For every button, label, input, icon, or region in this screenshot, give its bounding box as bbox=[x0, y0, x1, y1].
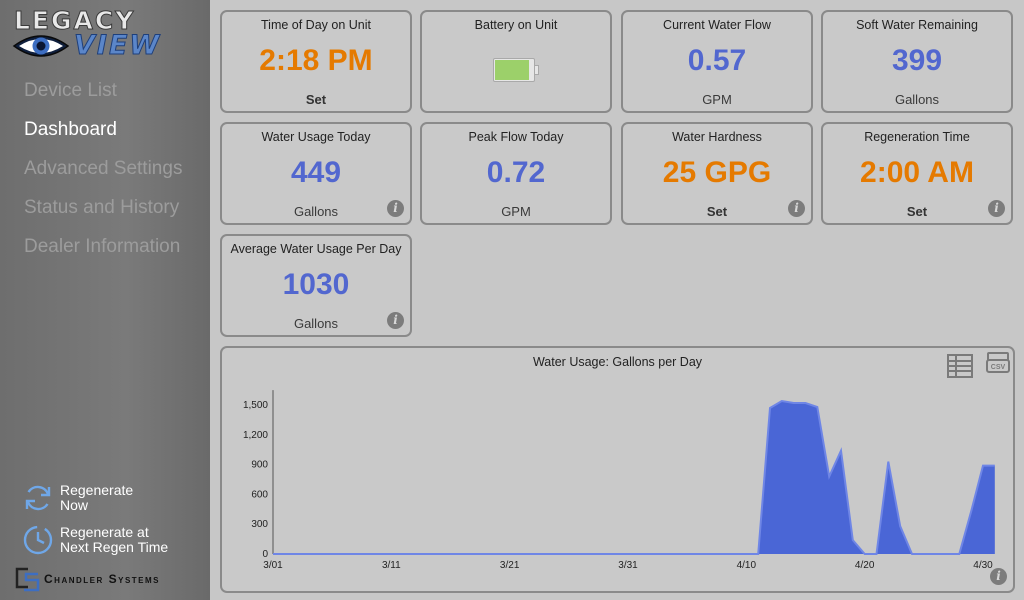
battery-tip bbox=[535, 65, 539, 75]
tile-value: 2:00 AM bbox=[860, 156, 974, 189]
tile-title: Time of Day on Unit bbox=[261, 18, 371, 32]
water-usage-chart-panel: Water Usage: Gallons per Day CSV 0 300 600… bbox=[220, 346, 1015, 593]
regenerate-now-label: Regenerate Now bbox=[60, 482, 134, 513]
tile-value: 399 bbox=[891, 44, 943, 77]
nav-item-status-history[interactable]: Status and History bbox=[24, 197, 180, 218]
tile-current-water-flow: Current Water Flow 0.57 GPM bbox=[621, 10, 813, 113]
tile-regeneration-time[interactable]: Regeneration Time 2:00 AM Set i bbox=[821, 122, 1013, 225]
y-tick-label: 0 bbox=[262, 549, 268, 560]
nav-item-dealer-information[interactable]: Dealer Information bbox=[24, 236, 181, 257]
info-icon[interactable]: i bbox=[788, 200, 805, 217]
x-tick-label: 4/10 bbox=[737, 560, 757, 571]
battery-level-fill bbox=[495, 60, 530, 80]
tile-title: Peak Flow Today bbox=[468, 130, 564, 144]
info-icon[interactable]: i bbox=[387, 312, 404, 329]
tile-time-of-day[interactable]: Time of Day on Unit 2:18 PM Set bbox=[220, 10, 412, 113]
tile-title: Soft Water Remaining bbox=[856, 18, 978, 32]
tile-average-water-usage: Average Water Usage Per Day 1030 Gallons… bbox=[220, 234, 412, 337]
tile-value: 1030 bbox=[282, 268, 350, 301]
clock-icon bbox=[23, 525, 53, 555]
regenerate-at-next-time-button[interactable]: Regenerate at Next Regen Time bbox=[22, 524, 168, 556]
legacy-view-logo: LEGACY VIEW bbox=[12, 6, 198, 62]
tile-title: Regeneration Time bbox=[864, 130, 970, 144]
tile-peak-flow-today: Peak Flow Today 0.72 GPM bbox=[420, 122, 612, 225]
sidebar: LEGACY VIEW Device List Dashboard Advanc… bbox=[0, 0, 210, 600]
main-nav: Device List Dashboard Advanced Settings … bbox=[24, 78, 182, 273]
tile-water-hardness[interactable]: Water Hardness 25 GPG Set i bbox=[621, 122, 813, 225]
usage-area-series bbox=[273, 401, 995, 554]
y-tick-label: 1,500 bbox=[243, 400, 268, 411]
info-icon[interactable]: i bbox=[988, 200, 1005, 217]
info-icon[interactable]: i bbox=[387, 200, 404, 217]
set-hardness-button[interactable]: Set bbox=[706, 204, 728, 219]
tile-unit: Gallons bbox=[894, 92, 940, 107]
tile-unit: GPM bbox=[702, 92, 732, 107]
chandler-systems-logo: Chandler Systems bbox=[14, 566, 160, 592]
tile-value: 0.57 bbox=[687, 44, 747, 77]
nav-item-advanced-settings[interactable]: Advanced Settings bbox=[24, 158, 183, 179]
regenerate-at-label: Regenerate at Next Regen Time bbox=[60, 524, 169, 555]
svg-text:CSV: CSV bbox=[991, 364, 1006, 371]
tile-water-usage-today: Water Usage Today 449 Gallons i bbox=[220, 122, 412, 225]
usage-line-series bbox=[273, 399, 995, 555]
x-tick-label: 3/01 bbox=[263, 560, 283, 571]
x-tick-label: 4/30 bbox=[973, 560, 993, 571]
y-tick-label: 300 bbox=[251, 519, 268, 530]
regenerate-now-button[interactable]: Regenerate Now bbox=[22, 482, 133, 514]
tile-soft-water-remaining: Soft Water Remaining 399 Gallons bbox=[821, 10, 1013, 113]
tile-title: Current Water Flow bbox=[663, 18, 771, 32]
x-tick-label: 4/20 bbox=[855, 560, 875, 571]
table-view-icon[interactable] bbox=[947, 354, 973, 378]
tile-unit: GPM bbox=[501, 204, 531, 219]
cs-logo-icon bbox=[15, 567, 40, 592]
tile-title: Water Usage Today bbox=[261, 130, 371, 144]
tile-value: 0.72 bbox=[486, 156, 546, 189]
csv-export-icon[interactable]: CSV bbox=[986, 352, 1010, 376]
logo-text-view: VIEW bbox=[73, 30, 162, 62]
set-time-button[interactable]: Set bbox=[305, 92, 327, 107]
x-tick-label: 3/21 bbox=[500, 560, 520, 571]
logo-text-legacy: LEGACY bbox=[13, 6, 136, 36]
nav-item-device-list[interactable]: Device List bbox=[24, 80, 117, 101]
y-tick-label: 900 bbox=[251, 460, 268, 471]
tile-battery: Battery on Unit bbox=[420, 10, 612, 113]
tile-title: Battery on Unit bbox=[474, 18, 558, 32]
chart-title: Water Usage: Gallons per Day bbox=[532, 355, 703, 369]
tile-value: 25 GPG bbox=[662, 156, 772, 189]
tile-value: 2:18 PM bbox=[259, 44, 373, 77]
tile-title: Water Hardness bbox=[672, 130, 762, 144]
info-icon[interactable]: i bbox=[990, 568, 1007, 585]
water-usage-area-chart: 0 300 600 900 1,200 1,500 3/01 3/11 3/21 3/31 4/10… bbox=[243, 390, 995, 571]
battery-icon bbox=[493, 58, 539, 82]
company-name: Chandler Systems bbox=[44, 572, 161, 586]
tile-unit: Gallons bbox=[293, 316, 339, 331]
x-tick-label: 3/31 bbox=[618, 560, 638, 571]
nav-item-dashboard[interactable]: Dashboard bbox=[24, 119, 117, 140]
x-tick-label: 3/11 bbox=[382, 560, 401, 571]
y-tick-label: 1,200 bbox=[243, 430, 268, 441]
tile-title: Average Water Usage Per Day bbox=[230, 242, 402, 256]
refresh-icon bbox=[25, 485, 51, 511]
y-tick-label: 600 bbox=[251, 489, 268, 500]
tile-value: 449 bbox=[290, 156, 342, 189]
eye-icon bbox=[12, 35, 70, 57]
set-regen-time-button[interactable]: Set bbox=[906, 204, 928, 219]
tile-unit: Gallons bbox=[293, 204, 339, 219]
